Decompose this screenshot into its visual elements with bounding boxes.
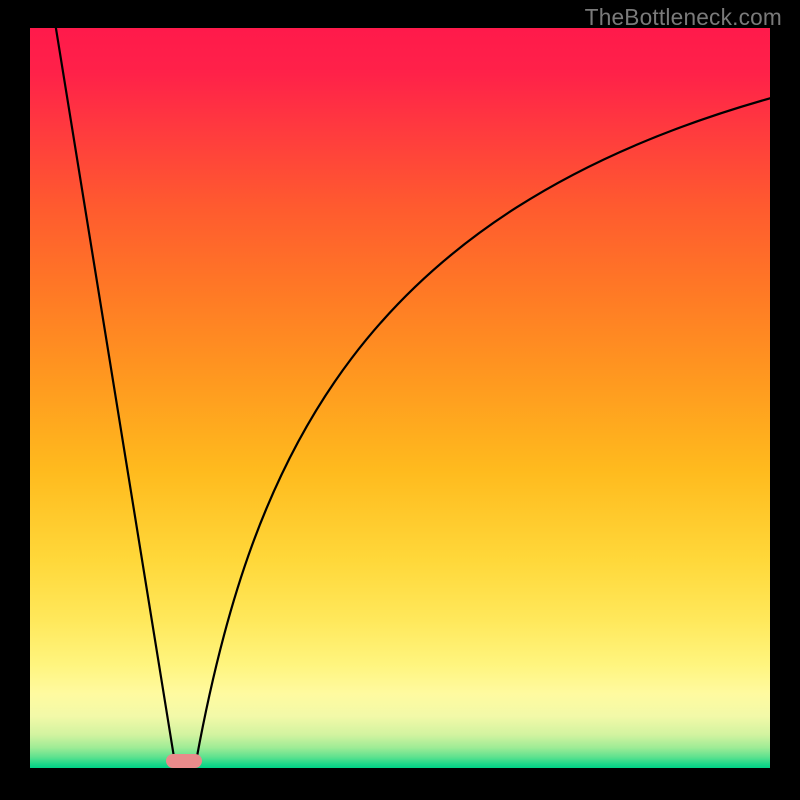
chart-canvas: TheBottleneck.com [0, 0, 800, 800]
optimum-marker [166, 754, 202, 768]
plot-area [30, 28, 770, 768]
bottleneck-curve [30, 28, 770, 768]
watermark-text: TheBottleneck.com [585, 4, 782, 31]
